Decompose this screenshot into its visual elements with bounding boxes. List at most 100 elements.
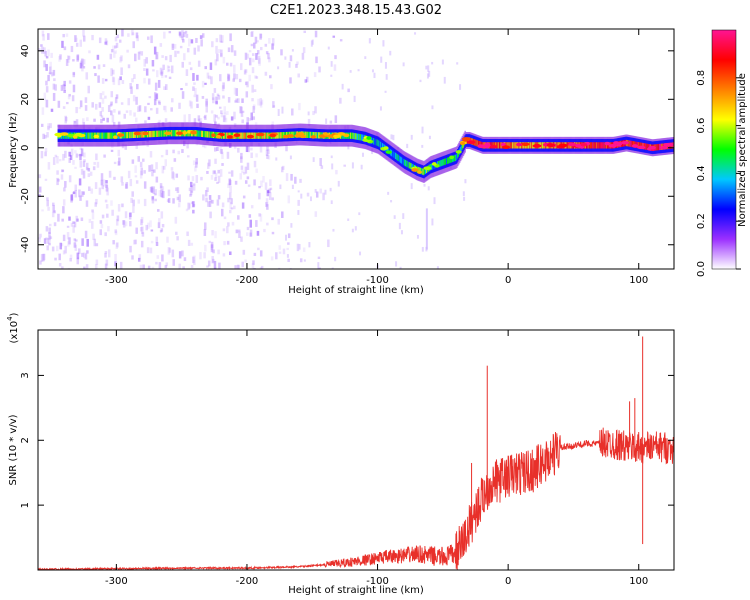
noise-cell <box>166 236 169 243</box>
noise-cell <box>214 158 217 164</box>
noise-cell <box>41 30 45 37</box>
ridge-core <box>422 168 424 175</box>
noise-cell <box>233 111 236 120</box>
ridge-core <box>312 131 315 139</box>
ridge-core <box>171 130 174 137</box>
noise-cell <box>44 147 48 153</box>
noise-cell <box>220 49 223 58</box>
ridge-core <box>208 131 211 138</box>
noise-cell <box>257 98 260 106</box>
noise-cell <box>159 67 163 75</box>
noise-cell <box>235 74 239 80</box>
noise-cell <box>150 108 153 111</box>
ridge-core <box>440 160 443 167</box>
noise-cell <box>42 33 45 41</box>
noise-cell <box>87 167 91 172</box>
heatmap-cells <box>38 29 674 269</box>
noise-cell <box>107 226 110 232</box>
ridge-core <box>304 131 307 138</box>
noise-cell <box>281 166 284 173</box>
noise-cell <box>163 31 166 39</box>
noise-cell <box>217 95 221 100</box>
noise-cell <box>426 73 429 79</box>
noise-cell <box>100 115 104 118</box>
noise-cell <box>67 241 70 247</box>
noise-cell <box>193 255 196 261</box>
noise-cell <box>104 38 108 44</box>
ridge-core <box>308 131 311 139</box>
noise-cell <box>246 162 250 170</box>
y-scale-factor: (x104) <box>6 312 20 343</box>
y-scale-base: (x10 <box>9 321 20 344</box>
noise-cell <box>314 30 318 38</box>
ridge-core <box>507 142 509 149</box>
noise-cell <box>76 253 79 258</box>
noise-cell <box>187 239 191 247</box>
noise-cell <box>141 226 144 234</box>
noise-cell <box>85 264 89 269</box>
noise-cell <box>253 179 256 186</box>
noise-cell <box>104 199 108 203</box>
ridge-core <box>455 154 457 161</box>
noise-cell <box>181 91 185 99</box>
noise-cell <box>97 64 101 70</box>
noise-cell <box>130 197 133 203</box>
noise-cell <box>190 242 194 246</box>
noise-cell <box>188 100 192 107</box>
noise-cell <box>172 198 175 204</box>
noise-cell <box>410 183 413 190</box>
ridge-core <box>590 142 593 149</box>
ridge-blob <box>181 131 188 135</box>
ridge-core <box>647 143 649 151</box>
noise-cell <box>119 261 123 269</box>
noise-cell <box>252 104 256 110</box>
noise-cell <box>58 263 62 267</box>
top-x-axis-label: Height of straight line (km) <box>288 285 424 296</box>
ridge-core <box>495 142 498 149</box>
noise-cell <box>330 200 333 205</box>
noise-cell <box>254 75 257 79</box>
noise-cell <box>121 203 124 208</box>
noise-cell <box>85 162 89 171</box>
noise-cell <box>259 267 263 269</box>
bottom-x-tick-label: -100 <box>366 576 389 587</box>
noise-cell <box>298 244 301 250</box>
noise-cell <box>251 263 255 269</box>
noise-cell <box>107 105 111 113</box>
noise-cell <box>43 60 46 68</box>
noise-cell <box>153 92 157 100</box>
noise-cell <box>233 64 236 73</box>
noise-cell <box>229 251 232 256</box>
ridge-core <box>529 142 531 149</box>
noise-cell <box>285 144 288 152</box>
noise-cell <box>191 176 195 182</box>
noise-cell <box>114 229 117 234</box>
noise-cell <box>91 211 95 220</box>
ridge-core <box>156 130 158 137</box>
noise-cell <box>254 122 258 126</box>
noise-cell <box>208 195 212 200</box>
ridge-blob <box>580 142 588 147</box>
noise-cell <box>89 171 93 176</box>
ridge-core <box>140 131 143 138</box>
noise-cell <box>142 264 145 269</box>
noise-cell <box>152 186 156 194</box>
ridge-core <box>655 144 658 151</box>
noise-cell <box>84 230 88 239</box>
noise-cell <box>61 40 64 48</box>
ridge-core <box>510 142 512 149</box>
noise-cell <box>221 35 224 43</box>
noise-cell <box>143 170 146 174</box>
ridge-core <box>638 142 640 149</box>
noise-cell <box>255 220 258 227</box>
ridge-core <box>556 142 559 149</box>
ridge-core <box>157 130 159 137</box>
noise-cell <box>95 243 99 247</box>
noise-cell <box>153 46 157 55</box>
noise-cell <box>85 166 89 170</box>
ridge-blob <box>558 143 568 148</box>
noise-cell <box>38 174 42 179</box>
noise-cell <box>160 189 163 198</box>
bottom-x-tick-label: -300 <box>105 576 128 587</box>
noise-cell <box>79 160 83 168</box>
